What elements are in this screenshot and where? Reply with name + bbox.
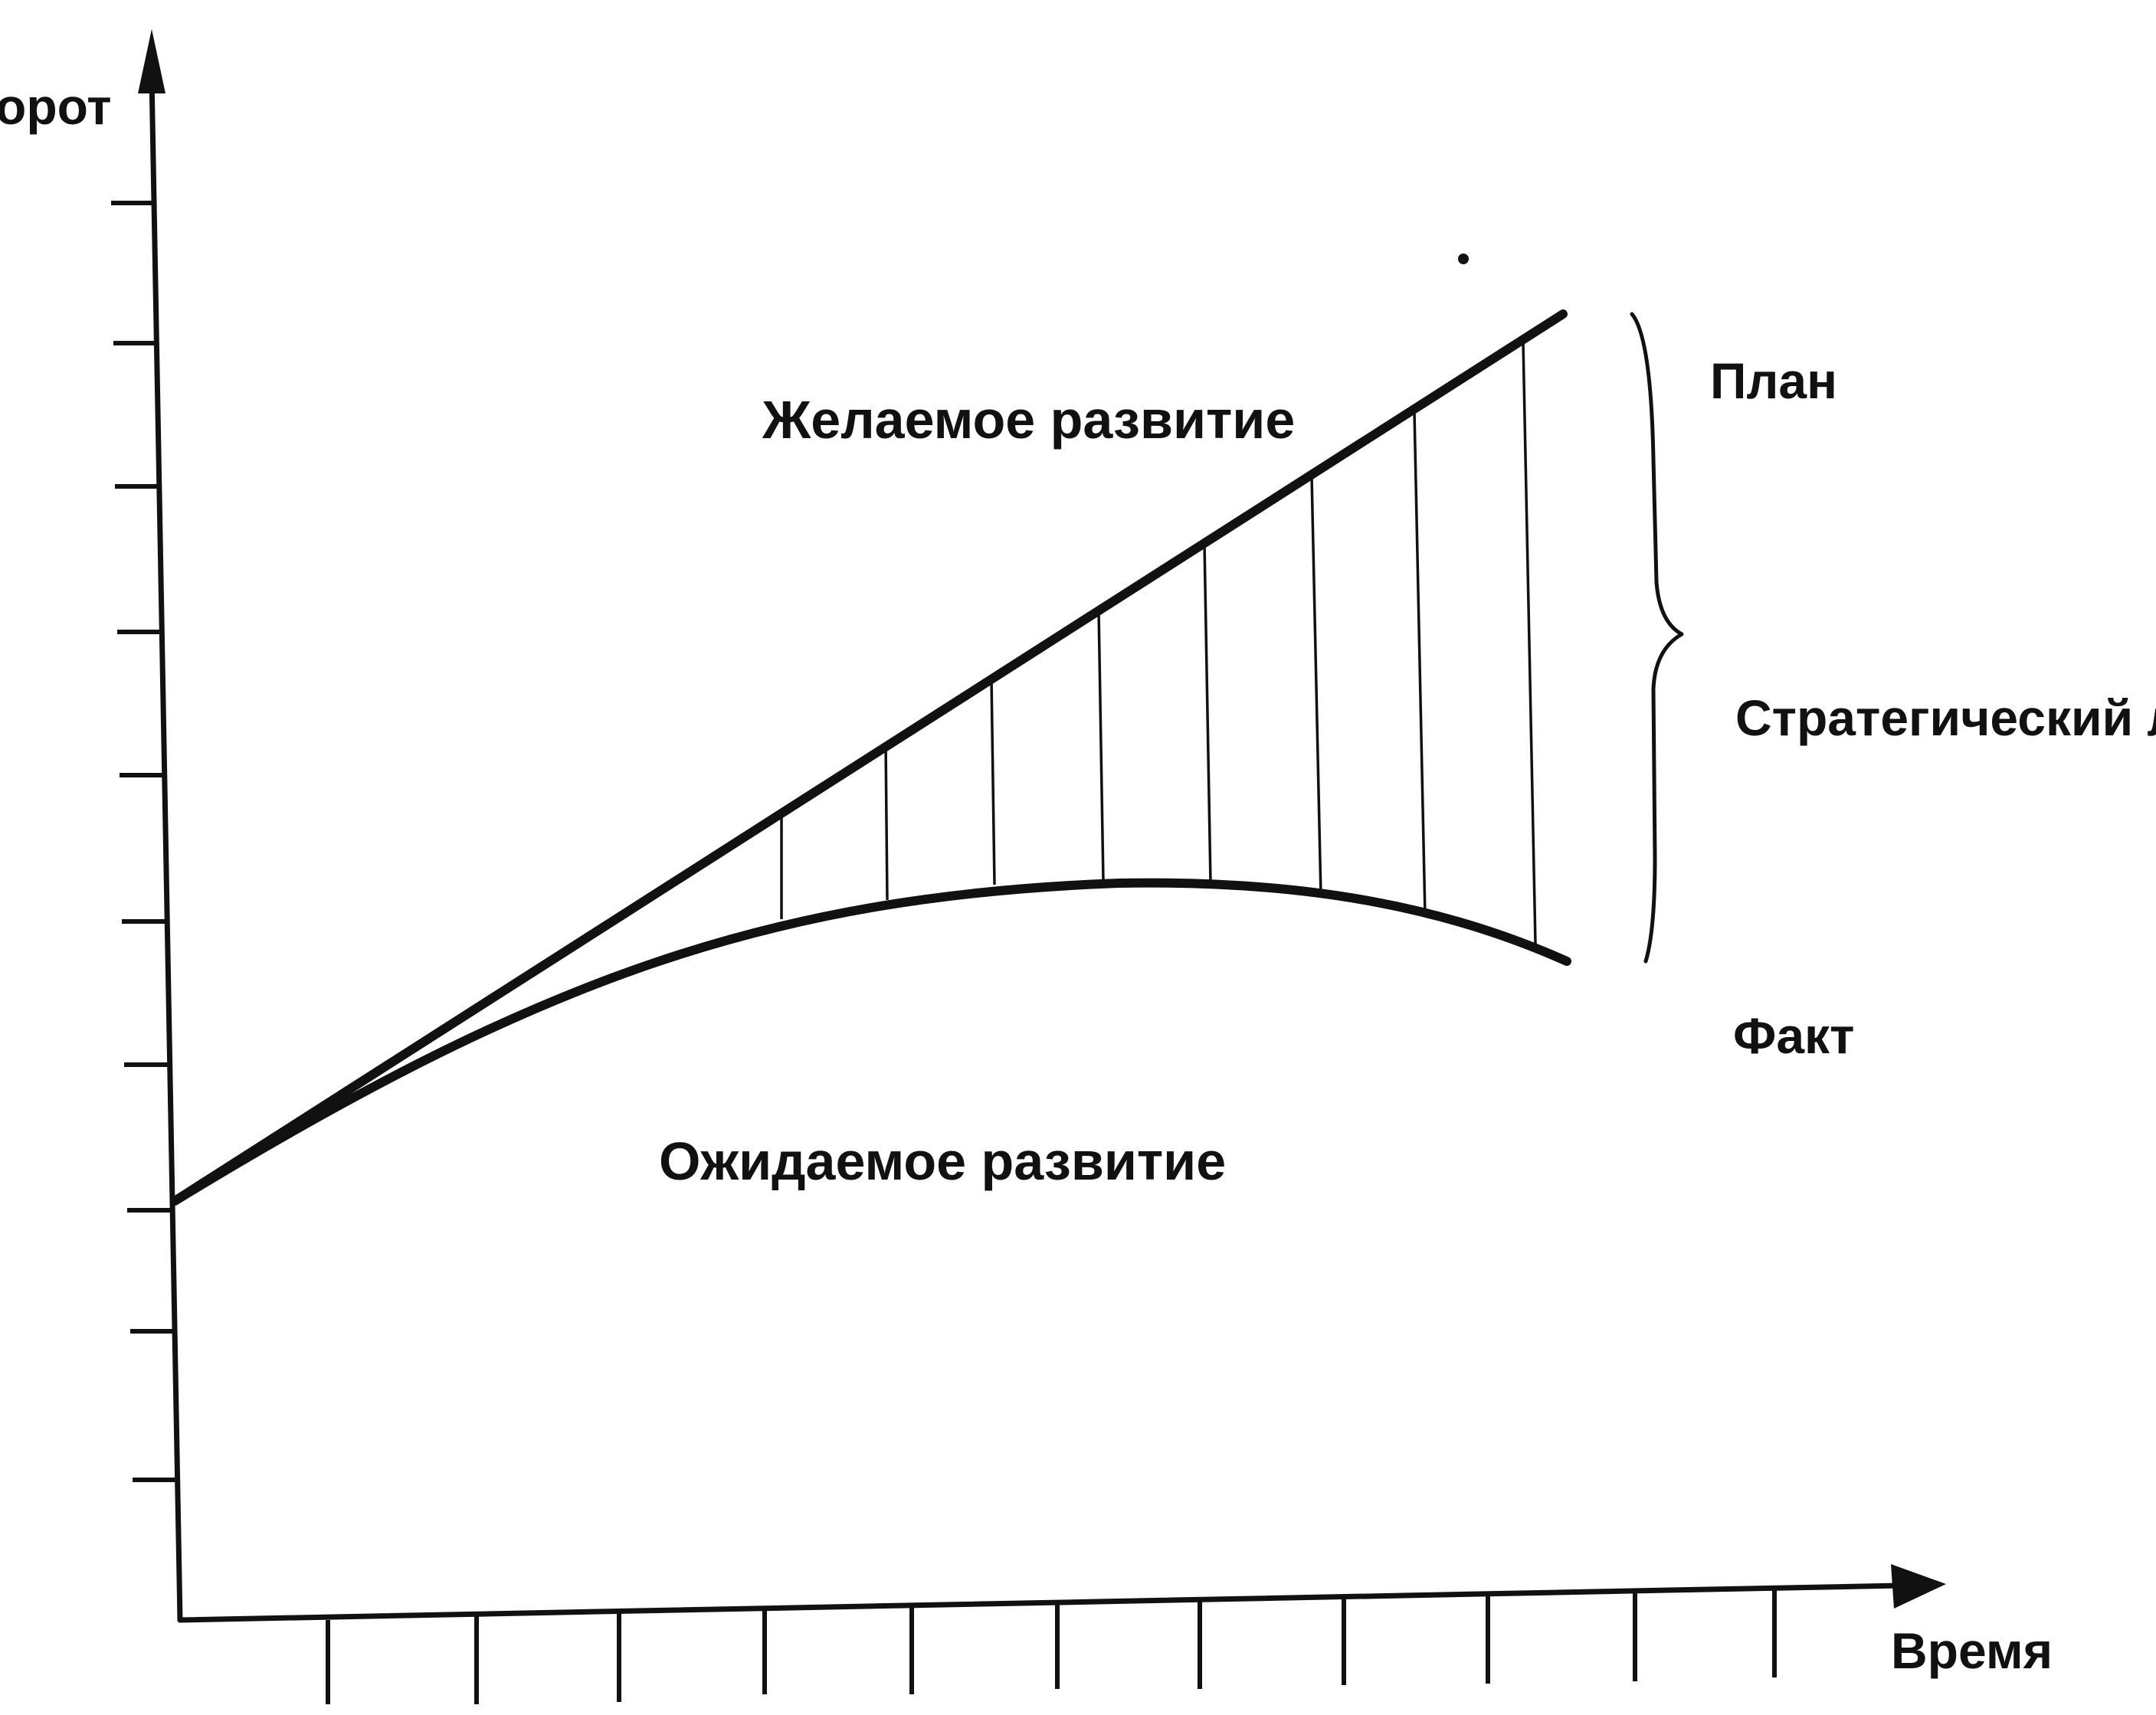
- x-axis-label: Время: [1891, 1622, 2053, 1679]
- y-axis-arrow: [138, 29, 165, 93]
- hatch-line: [1413, 411, 1427, 916]
- hatch-line: [990, 677, 996, 885]
- y-axis: [111, 29, 183, 1623]
- hatch-line: [884, 742, 889, 901]
- hatch-line: [1097, 610, 1105, 882]
- hatch-line: [1522, 342, 1537, 944]
- y-axis-label: орот: [0, 78, 112, 135]
- expected-development-curve: [170, 878, 1571, 1206]
- expected-development-label: Ожидаемое развитие: [659, 1131, 1226, 1191]
- strategic-gap-label: Стратегический л: [1735, 689, 2156, 746]
- x-axis-ticks: [326, 1589, 1777, 1704]
- plan-label: План: [1710, 352, 1837, 409]
- x-axis-line: [177, 1582, 1903, 1623]
- fact-label: Факт: [1733, 1007, 1854, 1064]
- hatch-line: [1203, 543, 1212, 883]
- hatch-line: [1310, 476, 1322, 897]
- x-axis-arrow: [1891, 1564, 1946, 1609]
- gap-brace: [1630, 312, 1684, 964]
- x-axis: [177, 1564, 1946, 1704]
- desired-development-label: Желаемое развитие: [762, 390, 1295, 450]
- y-axis-line: [149, 74, 183, 1623]
- gap-hatching: [780, 342, 1537, 944]
- stray-dot: [1458, 254, 1469, 264]
- desired-development-line: [170, 309, 1568, 1206]
- y-axis-ticks: [111, 201, 177, 1482]
